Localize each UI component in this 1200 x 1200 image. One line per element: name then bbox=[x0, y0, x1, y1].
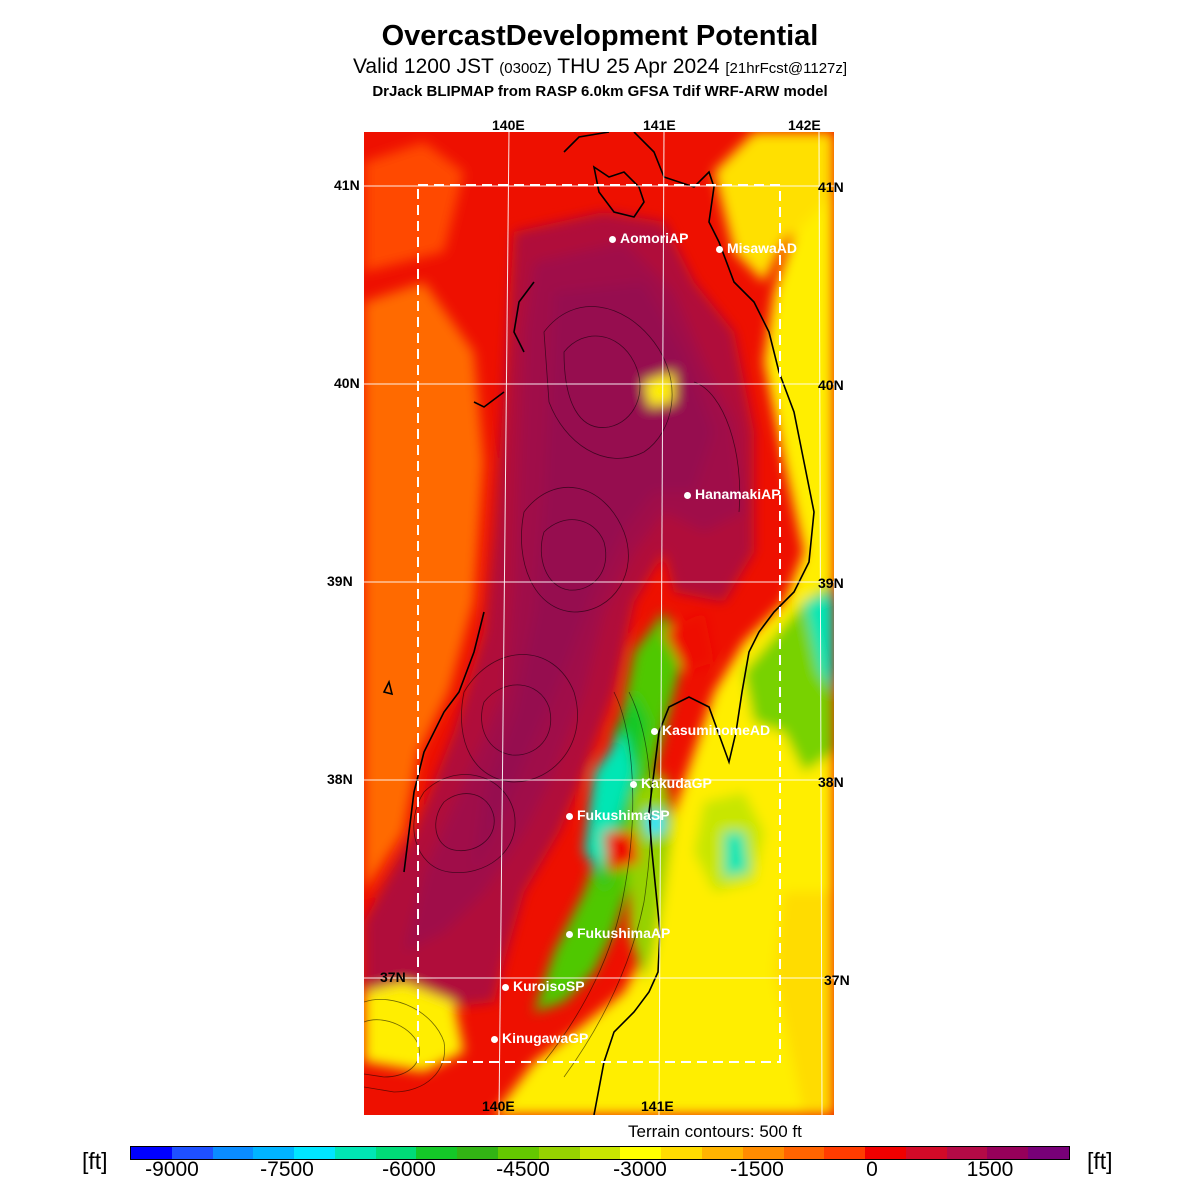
colorbar-swatch bbox=[1028, 1147, 1069, 1159]
overcast-map bbox=[364, 132, 834, 1115]
lat-label-41n-left: 41N bbox=[334, 177, 360, 193]
lat-label-39n-left: 39N bbox=[327, 573, 353, 589]
colorbar-swatch bbox=[334, 1147, 376, 1159]
lat-label-40n-right: 40N bbox=[818, 377, 844, 393]
colorbar-swatch bbox=[579, 1147, 621, 1159]
station-label: KakudaGP bbox=[641, 775, 712, 791]
colorbar-swatch bbox=[171, 1147, 213, 1159]
colorbar-swatch bbox=[701, 1147, 743, 1159]
colorbar-swatch bbox=[905, 1147, 947, 1159]
forecast-info: [21hrFcst@1127z] bbox=[725, 60, 848, 77]
lat-label-38n-left: 38N bbox=[327, 771, 353, 787]
lon-label-141e-top: 141E bbox=[643, 117, 676, 133]
station-kinugawa-gp: KinugawaGP bbox=[491, 1030, 588, 1046]
station-label: KasuminomeAD bbox=[662, 722, 771, 738]
model-line: DrJack BLIPMAP from RASP 6.0km GFSA Tdif… bbox=[372, 83, 828, 100]
map-title: OvercastDevelopment Potential bbox=[381, 20, 819, 52]
station-marker bbox=[651, 727, 658, 735]
colorbar-swatch bbox=[824, 1147, 866, 1159]
station-fukushima-ap: FukushimaAP bbox=[566, 925, 670, 941]
lon-label-140e-bottom: 140E bbox=[482, 1098, 515, 1114]
colorbar-swatch bbox=[375, 1147, 417, 1159]
colorbar-tick: -4500 bbox=[496, 1158, 550, 1181]
lon-label-141e-bottom: 141E bbox=[641, 1098, 674, 1114]
lat-label-38n-right: 38N bbox=[818, 774, 844, 790]
lon-label-140e-top: 140E bbox=[492, 117, 525, 133]
lat-label-37n-right: 37N bbox=[824, 972, 850, 988]
colorbar-unit-right: [ft] bbox=[1087, 1148, 1113, 1174]
station-aomori-ap: AomoriAP bbox=[609, 230, 688, 246]
lat-label-39n-right: 39N bbox=[818, 575, 844, 591]
station-label: AomoriAP bbox=[620, 230, 689, 246]
colorbar-tick: -6000 bbox=[382, 1158, 436, 1181]
colorbar-swatch bbox=[416, 1147, 458, 1159]
terrain-contour-note: Terrain contours: 500 ft bbox=[628, 1122, 802, 1141]
station-misawa-ad: MisawaAD bbox=[716, 240, 797, 256]
station-marker bbox=[630, 780, 637, 788]
colorbar bbox=[130, 1146, 1070, 1160]
station-kasuminome-ad: KasuminomeAD bbox=[651, 722, 770, 738]
colorbar-swatch bbox=[946, 1147, 988, 1159]
map-panel: 140E 141E 142E 140E 141E 41N 40N 39N 38N… bbox=[327, 117, 850, 1115]
colorbar-tick: 1500 bbox=[966, 1158, 1014, 1181]
station-fukushima-sp: FukushimaSP bbox=[566, 807, 670, 823]
colorbar-swatch bbox=[620, 1147, 662, 1159]
station-label: FukushimaAP bbox=[577, 925, 671, 941]
colorbar-tick: 0 bbox=[866, 1158, 878, 1181]
station-marker bbox=[566, 812, 573, 820]
colorbar-swatch bbox=[783, 1147, 825, 1159]
colorbar-tick: -3000 bbox=[613, 1158, 667, 1181]
colorbar-swatch bbox=[742, 1147, 784, 1159]
colorbar-swatch bbox=[457, 1147, 499, 1159]
colorbar-swatch bbox=[498, 1147, 539, 1159]
station-marker bbox=[491, 1035, 498, 1043]
colorbar-swatch bbox=[212, 1147, 254, 1159]
colorbar-tick: -7500 bbox=[260, 1158, 314, 1181]
colorbar-swatch bbox=[131, 1147, 172, 1159]
utc-time: (0300Z) bbox=[499, 60, 552, 77]
colorbar-swatch bbox=[253, 1147, 295, 1159]
station-label: FukushimaSP bbox=[577, 807, 670, 823]
lon-label-142e-top: 142E bbox=[788, 117, 821, 133]
lat-label-40n-left: 40N bbox=[334, 375, 360, 391]
colorbar-tick: -9000 bbox=[145, 1158, 199, 1181]
colorbar-swatch bbox=[661, 1147, 702, 1159]
valid-prefix: Valid 1200 JST bbox=[352, 55, 494, 78]
lat-label-37n-left: 37N bbox=[380, 969, 406, 985]
station-marker bbox=[609, 235, 616, 243]
station-marker bbox=[716, 245, 723, 253]
lat-label-41n-right: 41N bbox=[818, 179, 844, 195]
station-label: KuroisoSP bbox=[513, 978, 585, 994]
colorbar-swatch bbox=[538, 1147, 580, 1159]
valid-time-line: Valid 1200 JST (0300Z) THU 25 Apr 2024 [… bbox=[0, 55, 1200, 79]
station-kakuda-gp: KakudaGP bbox=[630, 775, 712, 791]
station-hanamaki-ap: HanamakiAP bbox=[684, 486, 781, 502]
colorbar-swatch bbox=[294, 1147, 335, 1159]
colorbar-tick: -1500 bbox=[730, 1158, 784, 1181]
valid-date: THU 25 Apr 2024 bbox=[557, 55, 720, 78]
station-kuroiso-sp: KuroisoSP bbox=[502, 978, 585, 994]
station-label: MisawaAD bbox=[727, 240, 798, 256]
station-label: HanamakiAP bbox=[695, 486, 781, 502]
station-label: KinugawaGP bbox=[502, 1030, 589, 1046]
colorbar-swatch bbox=[865, 1147, 906, 1159]
station-marker bbox=[502, 983, 509, 991]
colorbar-unit-left: [ft] bbox=[82, 1148, 108, 1174]
station-marker bbox=[566, 930, 573, 938]
colorbar-swatch bbox=[987, 1147, 1029, 1159]
station-marker bbox=[684, 491, 691, 499]
